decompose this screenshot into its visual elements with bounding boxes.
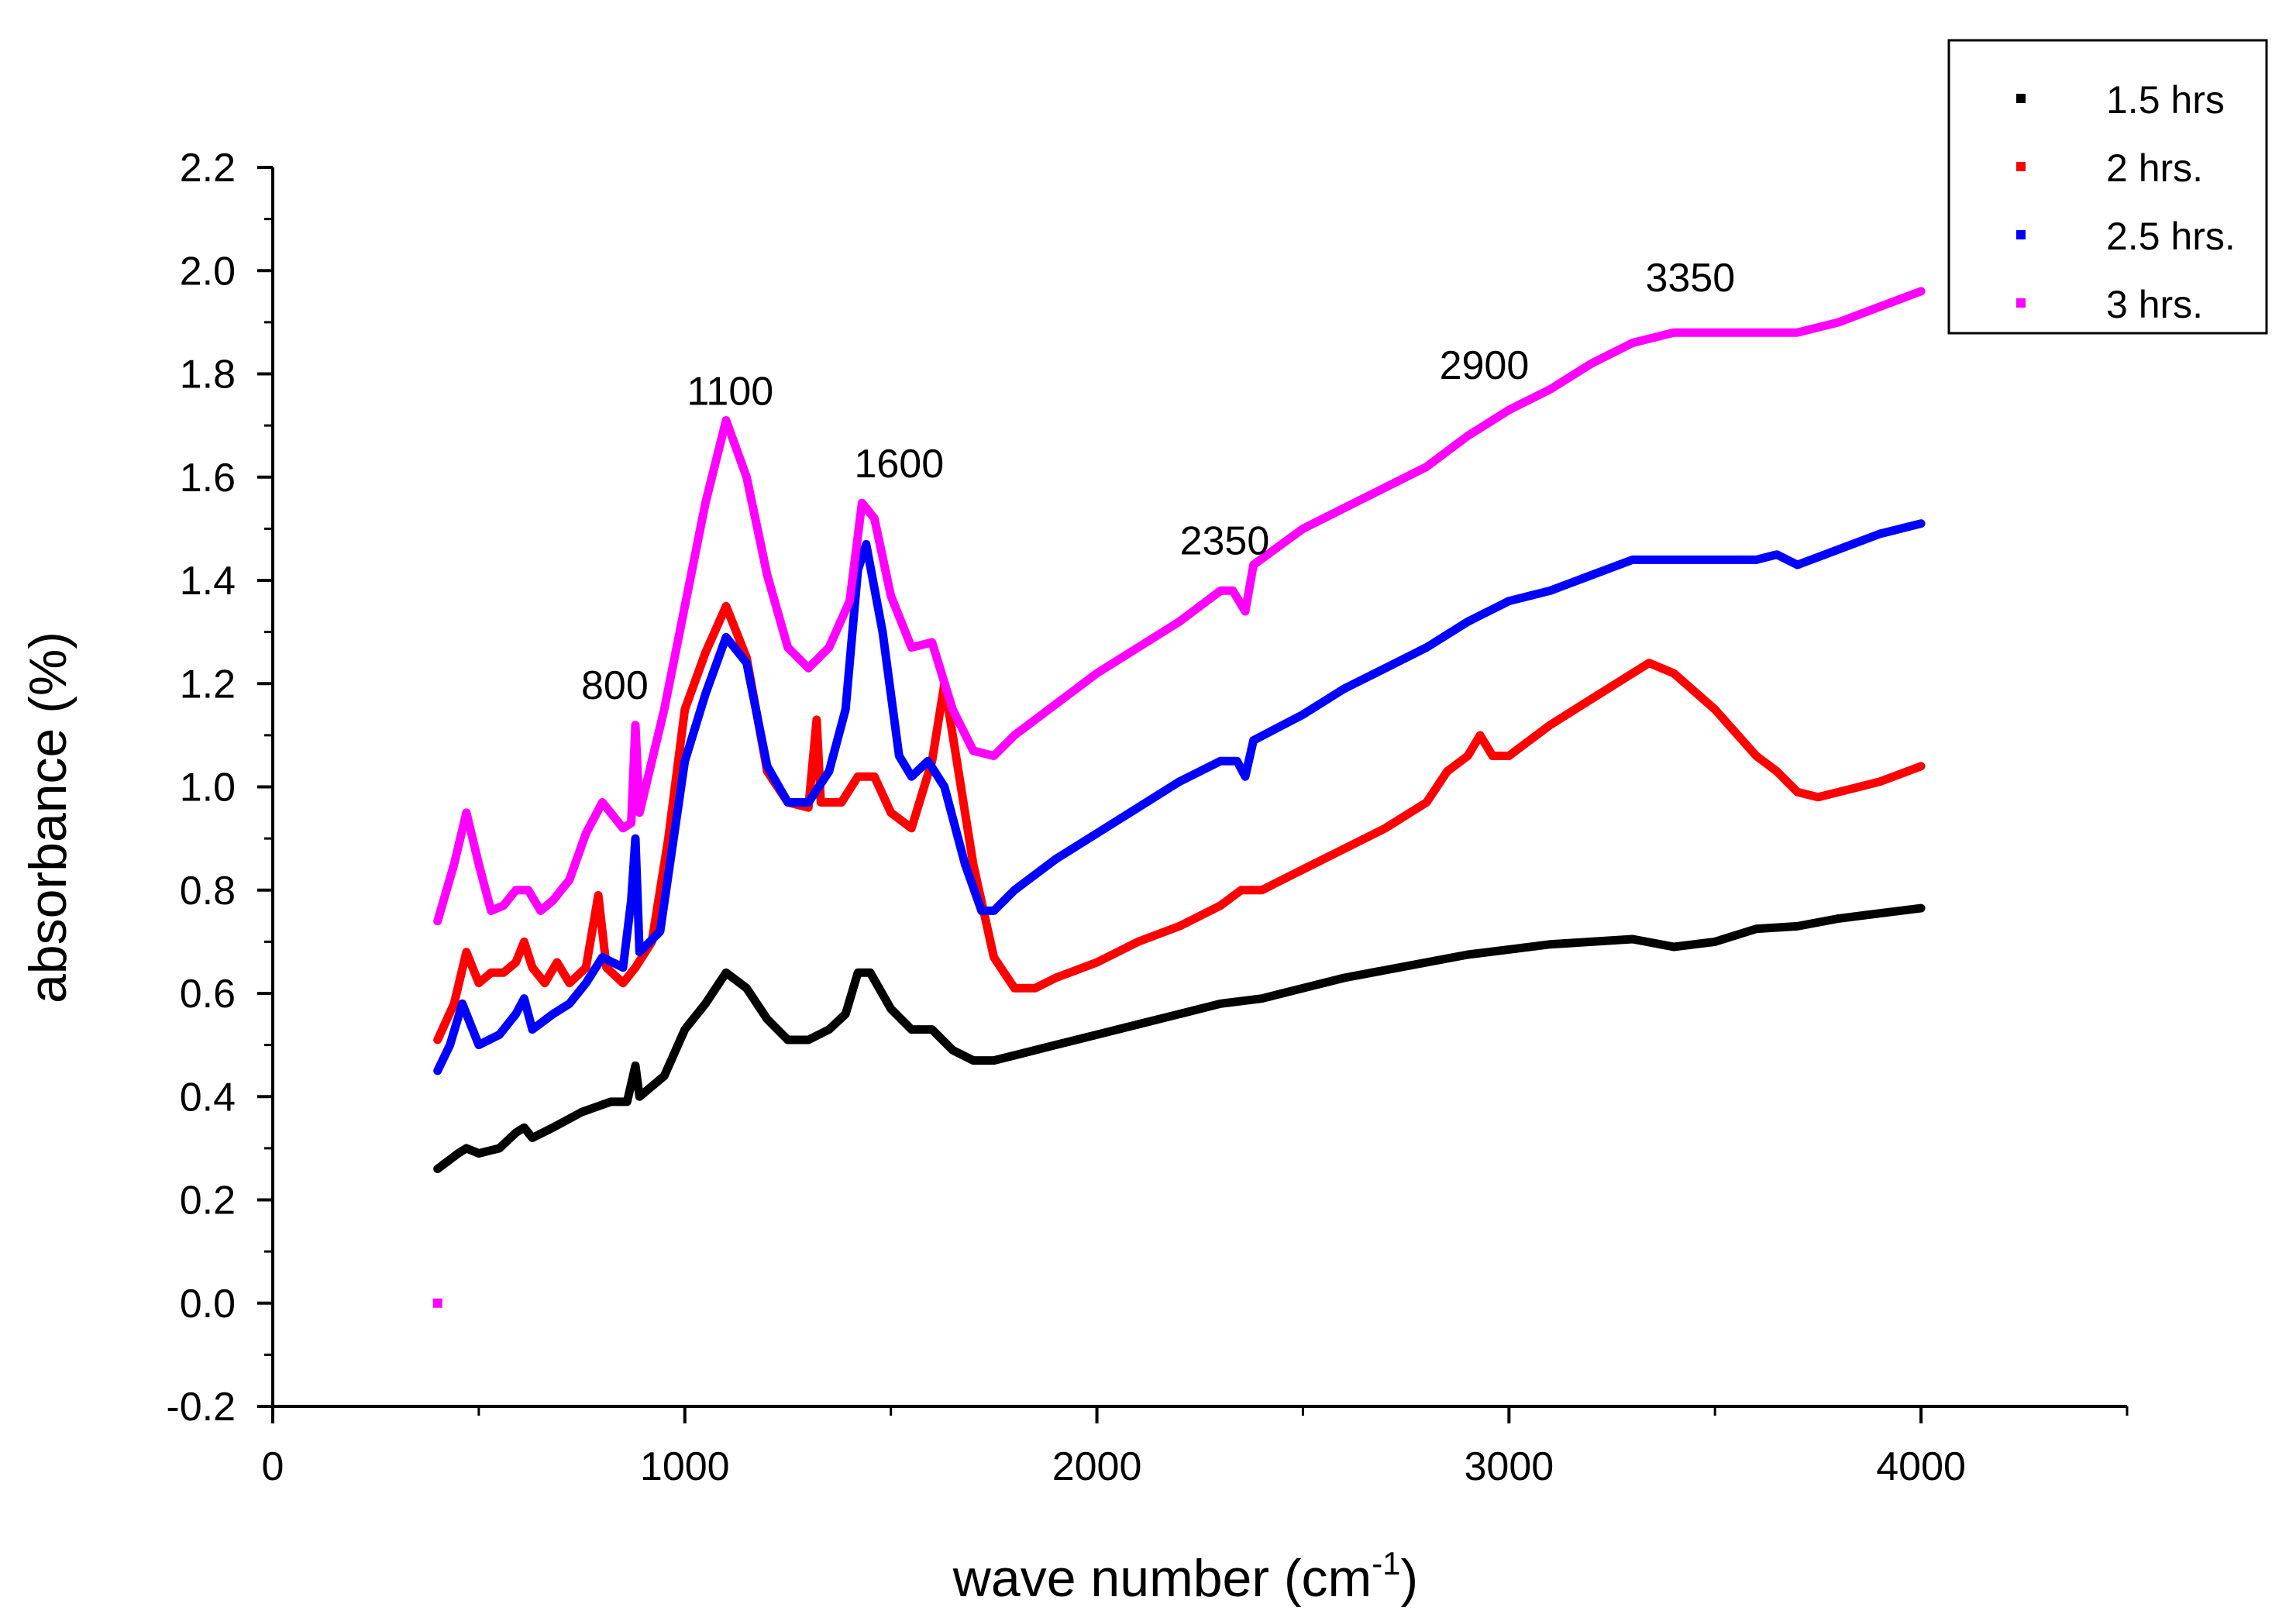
y-tick-label: 0.2 — [180, 1179, 236, 1223]
legend-swatch — [2016, 298, 2026, 308]
y-tick-label: 0.6 — [180, 972, 236, 1017]
y-tick-label: 0.0 — [180, 1282, 236, 1327]
legend-label: 2.5 hrs. — [2106, 215, 2236, 258]
peak-annotation: 3350 — [1645, 256, 1735, 301]
stray-data-point — [432, 1298, 442, 1308]
series-layer — [432, 287, 1926, 1308]
x-axis-title-main: wave number (cm — [952, 1549, 1372, 1608]
y-tick-label: 1.2 — [180, 662, 236, 707]
legend-label: 3 hrs. — [2106, 283, 2203, 326]
legend-label: 2 hrs. — [2106, 146, 2203, 190]
legend: 1.5 hrs 2 hrs. 2.5 hrs. 3 hrs. — [1947, 39, 2268, 335]
peak-annotation: 1600 — [854, 442, 944, 487]
y-tick-label: 0.8 — [180, 869, 236, 914]
peak-annotation: 2350 — [1180, 519, 1270, 564]
y-tick-label: 2.2 — [180, 146, 236, 191]
y-tick-label: 1.4 — [180, 559, 236, 604]
x-axis-title-sup: -1 — [1372, 1545, 1400, 1581]
y-tick-label: 1.8 — [180, 353, 236, 398]
legend-swatch — [2016, 162, 2026, 171]
x-axis-title: wave number (cm-1) — [952, 1545, 1418, 1608]
x-tick-label: 2000 — [1052, 1444, 1142, 1489]
x-tick-label: 3000 — [1464, 1444, 1554, 1489]
legend-swatch — [2016, 230, 2026, 239]
legend-swatch — [2016, 94, 2026, 103]
y-axis-title: absorbance (%) — [19, 632, 77, 1003]
peak-annotation: 1100 — [687, 369, 773, 414]
axes: -0.2 0.0 0.2 0.4 0.6 0.8 1.0 1.2 1.4 1.6 1.8 2.0 2.2… — [166, 146, 2129, 1489]
y-axis-ticks: -0.2 0.0 0.2 0.4 0.6 0.8 1.0 1.2 1.4 1.6 1.8 2.0 2.2 — [166, 146, 273, 1430]
y-tick-label: 1.0 — [180, 766, 236, 810]
y-tick-label: -0.2 — [166, 1385, 236, 1430]
series-line-1-5-hrs — [433, 903, 1926, 1173]
x-tick-label: 0 — [262, 1444, 284, 1489]
peak-annotation: 800 — [581, 663, 649, 708]
x-tick-label: 1000 — [640, 1444, 730, 1489]
series-line-2-hrs — [433, 601, 1926, 1045]
y-tick-label: 0.4 — [180, 1075, 236, 1120]
x-axis-title-close: ) — [1401, 1549, 1419, 1608]
peak-annotation: 2900 — [1440, 343, 1530, 388]
x-tick-label: 4000 — [1876, 1444, 1966, 1489]
annotation-layer: 800 1100 1600 2350 2900 3350 — [581, 256, 1735, 708]
legend-box — [1947, 39, 2268, 335]
legend-label: 1.5 hrs — [2106, 78, 2225, 122]
y-tick-label: 2.0 — [180, 249, 236, 294]
y-tick-label: 1.6 — [180, 456, 236, 501]
x-axis-ticks: 0 1000 2000 3000 4000 — [262, 1406, 2129, 1489]
series-line-2-5-hrs — [433, 519, 1926, 1076]
series-line-3-hrs — [433, 287, 1926, 926]
